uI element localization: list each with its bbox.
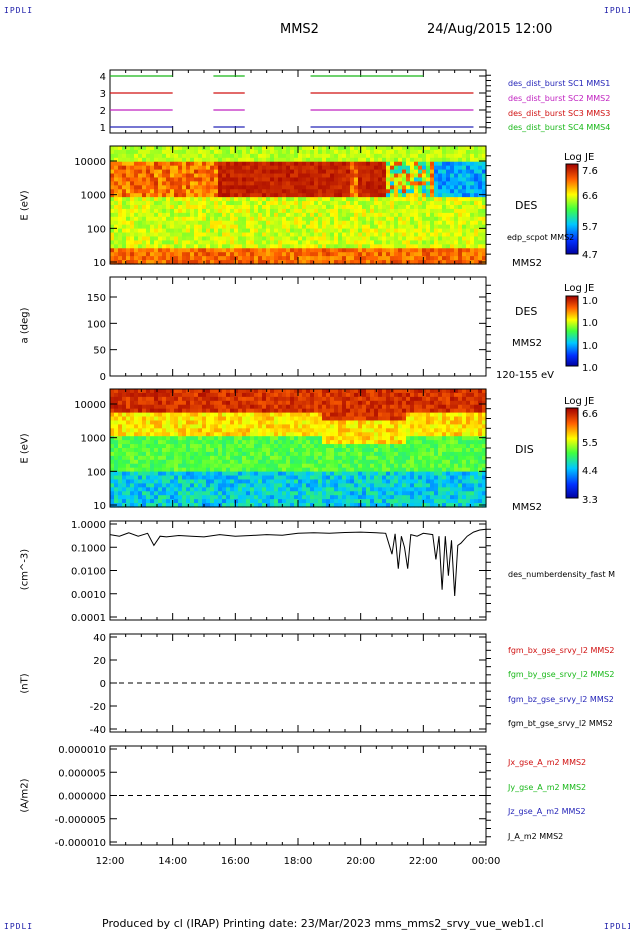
ytick-dis-energy-1: 100 bbox=[87, 467, 106, 478]
frame-des-pitch bbox=[109, 276, 487, 377]
cbar1-tick-1: 7.6 bbox=[582, 166, 598, 177]
legend-by: fgm_by_gse_srvy_l2 MMS2 bbox=[508, 670, 615, 679]
footer-text: Produced by cl (IRAP) Printing date: 23/… bbox=[102, 917, 544, 930]
cbar3-tick-2: 5.5 bbox=[582, 438, 598, 449]
edp-scpot-label: edp_scpot MMS2 bbox=[507, 233, 575, 242]
cbar3-tick-1: 6.6 bbox=[582, 409, 598, 420]
ytick-des-energy-2: 1000 bbox=[81, 191, 106, 202]
ytick-dis-energy-0: 10 bbox=[93, 501, 106, 512]
dis-sc: MMS2 bbox=[512, 502, 542, 513]
ytick-des-energy-3: 10000 bbox=[74, 157, 106, 168]
time-tick-4: 20:00 bbox=[346, 856, 375, 867]
cbar2-tick-2: 1.0 bbox=[582, 318, 598, 329]
ytick-des-pitch-0: 0 bbox=[100, 372, 106, 383]
dis-label: DIS bbox=[515, 443, 534, 456]
ytick-coverage-3: 4 bbox=[100, 72, 106, 83]
des-label: DES bbox=[515, 199, 538, 212]
ytick-des-energy-1: 100 bbox=[87, 224, 106, 235]
legend-sc1: des_dist_burst SC1 MMS1 bbox=[508, 79, 611, 88]
cbar3-tick-4: 3.3 bbox=[582, 495, 598, 506]
ytick-dis-energy-3: 10000 bbox=[74, 400, 106, 411]
ytick-des-pitch-3: 150 bbox=[87, 293, 106, 304]
ytick-b-field-2: 0 bbox=[100, 679, 106, 690]
cbar1-tick-2: 6.6 bbox=[582, 191, 598, 202]
ytick-current-0: -0.000010 bbox=[55, 838, 106, 849]
legend-j: J_A_m2 MMS2 bbox=[508, 832, 564, 841]
time-tick-2: 16:00 bbox=[221, 856, 250, 867]
time-tick-0: 12:00 bbox=[96, 856, 125, 867]
ytick-coverage-1: 2 bbox=[100, 106, 106, 117]
ytick-current-1: -0.000005 bbox=[55, 815, 106, 826]
spacecraft-title: MMS2 bbox=[280, 22, 319, 37]
logo-bottom-right: IPDLI bbox=[604, 922, 630, 931]
logo-top-left: IPDLI bbox=[4, 6, 34, 15]
ytick-dis-energy-2: 1000 bbox=[81, 434, 106, 445]
legend-sc4: des_dist_burst SC4 MMS4 bbox=[508, 123, 611, 132]
time-tick-3: 18:00 bbox=[284, 856, 313, 867]
cbar3-tick-3: 4.4 bbox=[582, 466, 598, 477]
frame-coverage bbox=[109, 69, 487, 134]
cbar1-tick-4: 4.7 bbox=[582, 250, 598, 261]
ytick-density-3: 0.1000 bbox=[71, 543, 106, 554]
datetime-title: 24/Aug/2015 12:00 bbox=[427, 22, 553, 37]
cbar1-tick-3: 5.7 bbox=[582, 222, 598, 233]
ytick-density-2: 0.0100 bbox=[71, 567, 106, 578]
ytick-density-0: 0.0001 bbox=[71, 613, 106, 624]
des-energy-sc: MMS2 bbox=[512, 258, 542, 269]
cbar2-tick-4: 1.0 bbox=[582, 363, 598, 374]
ytick-des-energy-0: 10 bbox=[93, 258, 106, 269]
ytick-density-4: 1.0000 bbox=[71, 520, 106, 531]
legend-bx: fgm_bx_gse_srvy_l2 MMS2 bbox=[508, 646, 615, 655]
cbar2-title: Log JE bbox=[564, 283, 595, 294]
density-label: des_numberdensity_fast M bbox=[508, 570, 616, 579]
ytick-density-1: 0.0010 bbox=[71, 590, 106, 601]
legend-jz: Jz_gse_A_m2 MMS2 bbox=[508, 807, 586, 816]
legend-jy: Jy_gse_A_m2 MMS2 bbox=[508, 783, 587, 792]
colorbar-dis-energy bbox=[565, 407, 579, 499]
legend-sc3: des_dist_burst SC3 MMS3 bbox=[508, 109, 611, 118]
ytick-coverage-0: 1 bbox=[100, 123, 106, 134]
time-tick-6: 00:00 bbox=[472, 856, 501, 867]
logo-top-right: IPDLI bbox=[604, 6, 630, 15]
ytick-coverage-2: 3 bbox=[100, 89, 106, 100]
ytick-b-field-1: -20 bbox=[90, 702, 106, 713]
pitch-range-label: 120-155 eV bbox=[496, 370, 554, 381]
cbar2-tick-3: 1.0 bbox=[582, 341, 598, 352]
legend-sc2: des_dist_burst SC2 MMS2 bbox=[508, 94, 611, 103]
time-tick-5: 22:00 bbox=[409, 856, 438, 867]
legend-bz: fgm_bz_gse_srvy_l2 MMS2 bbox=[508, 695, 614, 704]
des-pitch-sc: MMS2 bbox=[512, 338, 542, 349]
ytick-current-4: 0.000010 bbox=[58, 745, 106, 756]
cbar3-title: Log JE bbox=[564, 396, 595, 407]
ytick-current-3: 0.000005 bbox=[58, 768, 106, 779]
logo-bottom-left: IPDLI bbox=[4, 922, 34, 931]
legend-jx: Jx_gse_A_m2 MMS2 bbox=[508, 758, 587, 767]
des-pitch-label: DES bbox=[515, 305, 538, 318]
ytick-des-pitch-1: 50 bbox=[93, 346, 106, 357]
colorbar-des-energy bbox=[565, 163, 579, 255]
legend-bt: fgm_bt_gse_srvy_l2 MMS2 bbox=[508, 719, 613, 728]
ytick-current-2: 0.000000 bbox=[58, 792, 106, 803]
cbar2-tick-1: 1.0 bbox=[582, 296, 598, 307]
ytick-b-field-0: -40 bbox=[90, 725, 106, 736]
ytick-b-field-3: 20 bbox=[93, 656, 106, 667]
ytick-des-pitch-2: 100 bbox=[87, 319, 106, 330]
time-tick-1: 14:00 bbox=[158, 856, 187, 867]
frame-density bbox=[109, 520, 487, 621]
cbar1-title: Log JE bbox=[564, 152, 595, 163]
ytick-b-field-4: 40 bbox=[93, 633, 106, 644]
colorbar-des-pitch bbox=[565, 295, 579, 367]
density-line bbox=[109, 528, 487, 597]
